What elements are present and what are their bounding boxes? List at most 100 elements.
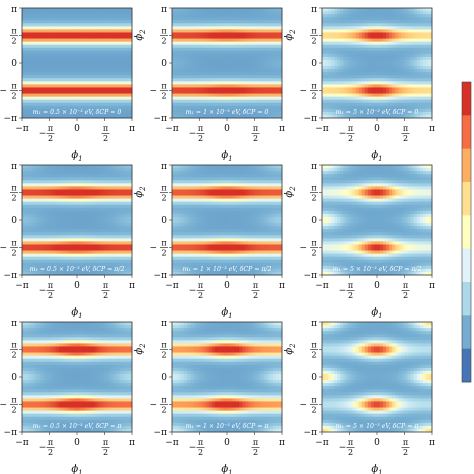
contour-cell xyxy=(77,268,81,273)
contour-cell xyxy=(334,59,338,64)
contour-cell xyxy=(52,207,56,212)
contour-cell xyxy=(101,204,105,209)
contour-cell xyxy=(422,63,427,67)
contour-cell xyxy=(419,29,424,33)
contour-cell xyxy=(55,44,60,49)
contour-cell xyxy=(64,81,69,85)
contour-cell xyxy=(269,23,274,27)
contour-cell xyxy=(22,59,26,64)
contour-cell xyxy=(80,44,84,49)
contour-cell xyxy=(43,268,47,273)
contour-cell xyxy=(125,32,130,36)
contour-cell xyxy=(89,165,93,169)
contour-cell xyxy=(70,78,75,82)
contour-cell xyxy=(92,8,96,12)
contour-cell xyxy=(236,14,240,18)
contour-cell xyxy=(217,105,222,110)
contour-cell xyxy=(227,111,231,116)
contour-cell xyxy=(380,56,384,61)
contour-cell xyxy=(211,50,216,55)
contour-cell xyxy=(227,17,231,21)
contour-cell xyxy=(58,32,63,36)
contour-cell xyxy=(77,198,81,203)
contour-cell xyxy=(352,87,356,91)
contour-cell xyxy=(46,247,50,251)
contour-cell xyxy=(107,72,111,76)
contour-cell xyxy=(52,105,56,110)
contour-cell xyxy=(223,75,228,79)
contour-cell xyxy=(328,41,332,46)
contour-cell xyxy=(49,220,53,224)
contour-cell xyxy=(205,38,210,42)
contour-cell xyxy=(22,177,26,181)
contour-cell xyxy=(101,259,105,264)
contour-cell xyxy=(275,108,280,113)
contour-cell xyxy=(395,78,399,82)
contour-cell xyxy=(67,84,72,88)
contour-cell xyxy=(401,59,405,64)
contour-cell xyxy=(73,114,78,119)
contour-cell xyxy=(98,210,102,215)
contour-cell xyxy=(193,84,197,88)
contour-cell xyxy=(89,204,93,209)
contour-cell xyxy=(386,108,390,113)
contour-cell xyxy=(422,56,427,61)
contour-cell xyxy=(328,87,332,91)
contour-cell xyxy=(380,84,384,88)
contour-cell xyxy=(401,38,405,42)
contour-cell xyxy=(331,75,335,79)
contour-cell xyxy=(389,53,393,58)
contour-cell xyxy=(70,41,75,46)
contour-cell xyxy=(49,47,53,52)
contour-cell xyxy=(37,108,41,113)
contour-cell xyxy=(67,78,72,82)
contour-cell xyxy=(77,171,81,175)
contour-cell xyxy=(89,262,93,267)
contour-cell xyxy=(355,56,360,61)
contour-cell xyxy=(211,102,216,107)
contour-cell xyxy=(334,81,338,85)
contour-cell xyxy=(398,75,402,79)
contour-cell xyxy=(275,63,280,67)
contour-cell xyxy=(236,96,240,101)
contour-cell xyxy=(110,35,115,39)
contour-cell xyxy=(113,53,118,58)
contour-cell xyxy=(278,41,283,46)
contour-cell xyxy=(389,69,393,73)
contour-cell xyxy=(125,50,130,55)
contour-cell xyxy=(340,14,344,18)
contour-cell xyxy=(275,81,280,85)
contour-cell xyxy=(242,102,246,107)
contour-cell xyxy=(178,11,182,15)
contour-cell xyxy=(77,259,81,264)
contour-cell xyxy=(46,75,50,79)
contour-cell xyxy=(340,102,344,107)
contour-cell xyxy=(343,38,347,42)
contour-cell xyxy=(395,93,399,97)
contour-cell xyxy=(110,78,115,82)
contour-cell xyxy=(98,75,102,79)
contour-cell xyxy=(70,189,75,193)
contour-cell xyxy=(266,108,271,113)
contour-cell xyxy=(248,8,252,12)
contour-cell xyxy=(28,171,32,175)
contour-cell xyxy=(355,114,360,119)
contour-cell xyxy=(55,81,60,85)
contour-cell xyxy=(269,93,274,97)
contour-cell xyxy=(43,168,47,172)
contour-cell xyxy=(407,26,411,30)
contour-cell xyxy=(248,26,252,30)
contour-cell xyxy=(328,75,332,79)
contour-cell xyxy=(428,93,433,97)
contour-cell xyxy=(34,102,38,107)
contour-cell xyxy=(178,114,182,119)
contour-cell xyxy=(34,189,38,193)
contour-cell xyxy=(425,63,430,67)
contour-cell xyxy=(370,105,375,110)
contour-cell xyxy=(92,23,96,27)
contour-cell xyxy=(257,8,261,12)
contour-cell xyxy=(73,105,78,110)
contour-cell xyxy=(80,241,84,245)
contour-cell xyxy=(80,216,84,221)
contour-cell xyxy=(89,44,93,49)
